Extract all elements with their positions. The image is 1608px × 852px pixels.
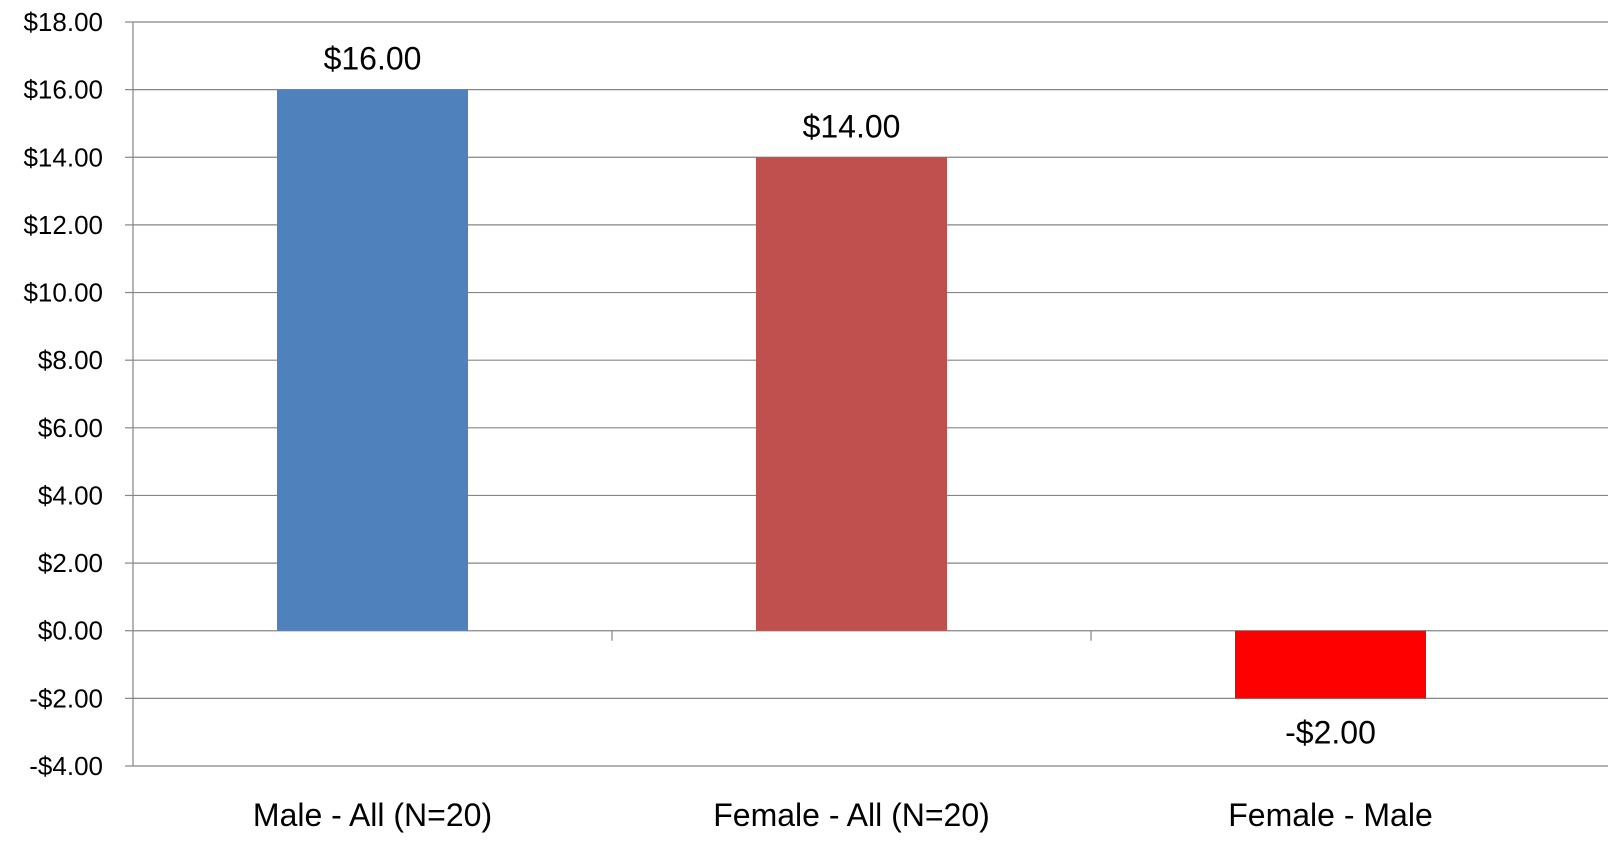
y-tick-label: $18.00 xyxy=(23,7,103,37)
bar xyxy=(756,157,947,631)
y-tick-label: $0.00 xyxy=(38,616,103,646)
y-tick-label: $10.00 xyxy=(23,278,103,308)
data-labels: $16.00 $14.00 -$2.00 xyxy=(324,41,1376,751)
x-category-label: Female - Male xyxy=(1228,797,1433,833)
bar xyxy=(1235,630,1426,699)
data-label: $14.00 xyxy=(803,108,901,144)
y-tick-label: -$2.00 xyxy=(29,683,103,713)
y-tick-label: $14.00 xyxy=(23,142,103,172)
y-tick-label: $16.00 xyxy=(23,75,103,105)
y-tick-label: $6.00 xyxy=(38,413,103,443)
x-category-label: Female - All (N=20) xyxy=(713,797,990,833)
data-label: -$2.00 xyxy=(1285,714,1376,750)
y-tick-label: $8.00 xyxy=(38,345,103,375)
x-axis-category-labels: Male - All (N=20) Female - All (N=20) Fema… xyxy=(253,797,1433,833)
y-tick-label: $12.00 xyxy=(23,210,103,240)
y-tick-label: $4.00 xyxy=(38,480,103,510)
x-category-label: Male - All (N=20) xyxy=(253,797,492,833)
bar xyxy=(277,89,468,631)
y-tick-label: -$4.00 xyxy=(29,751,103,781)
axes xyxy=(125,21,1092,767)
data-label: $16.00 xyxy=(324,41,422,77)
y-tick-label: $2.00 xyxy=(38,548,103,578)
y-axis-tick-labels: -$4.00 -$2.00 $0.00 $2.00 $4.00 $6.00 $8.00 $10… xyxy=(23,7,103,781)
bars xyxy=(277,89,1426,699)
